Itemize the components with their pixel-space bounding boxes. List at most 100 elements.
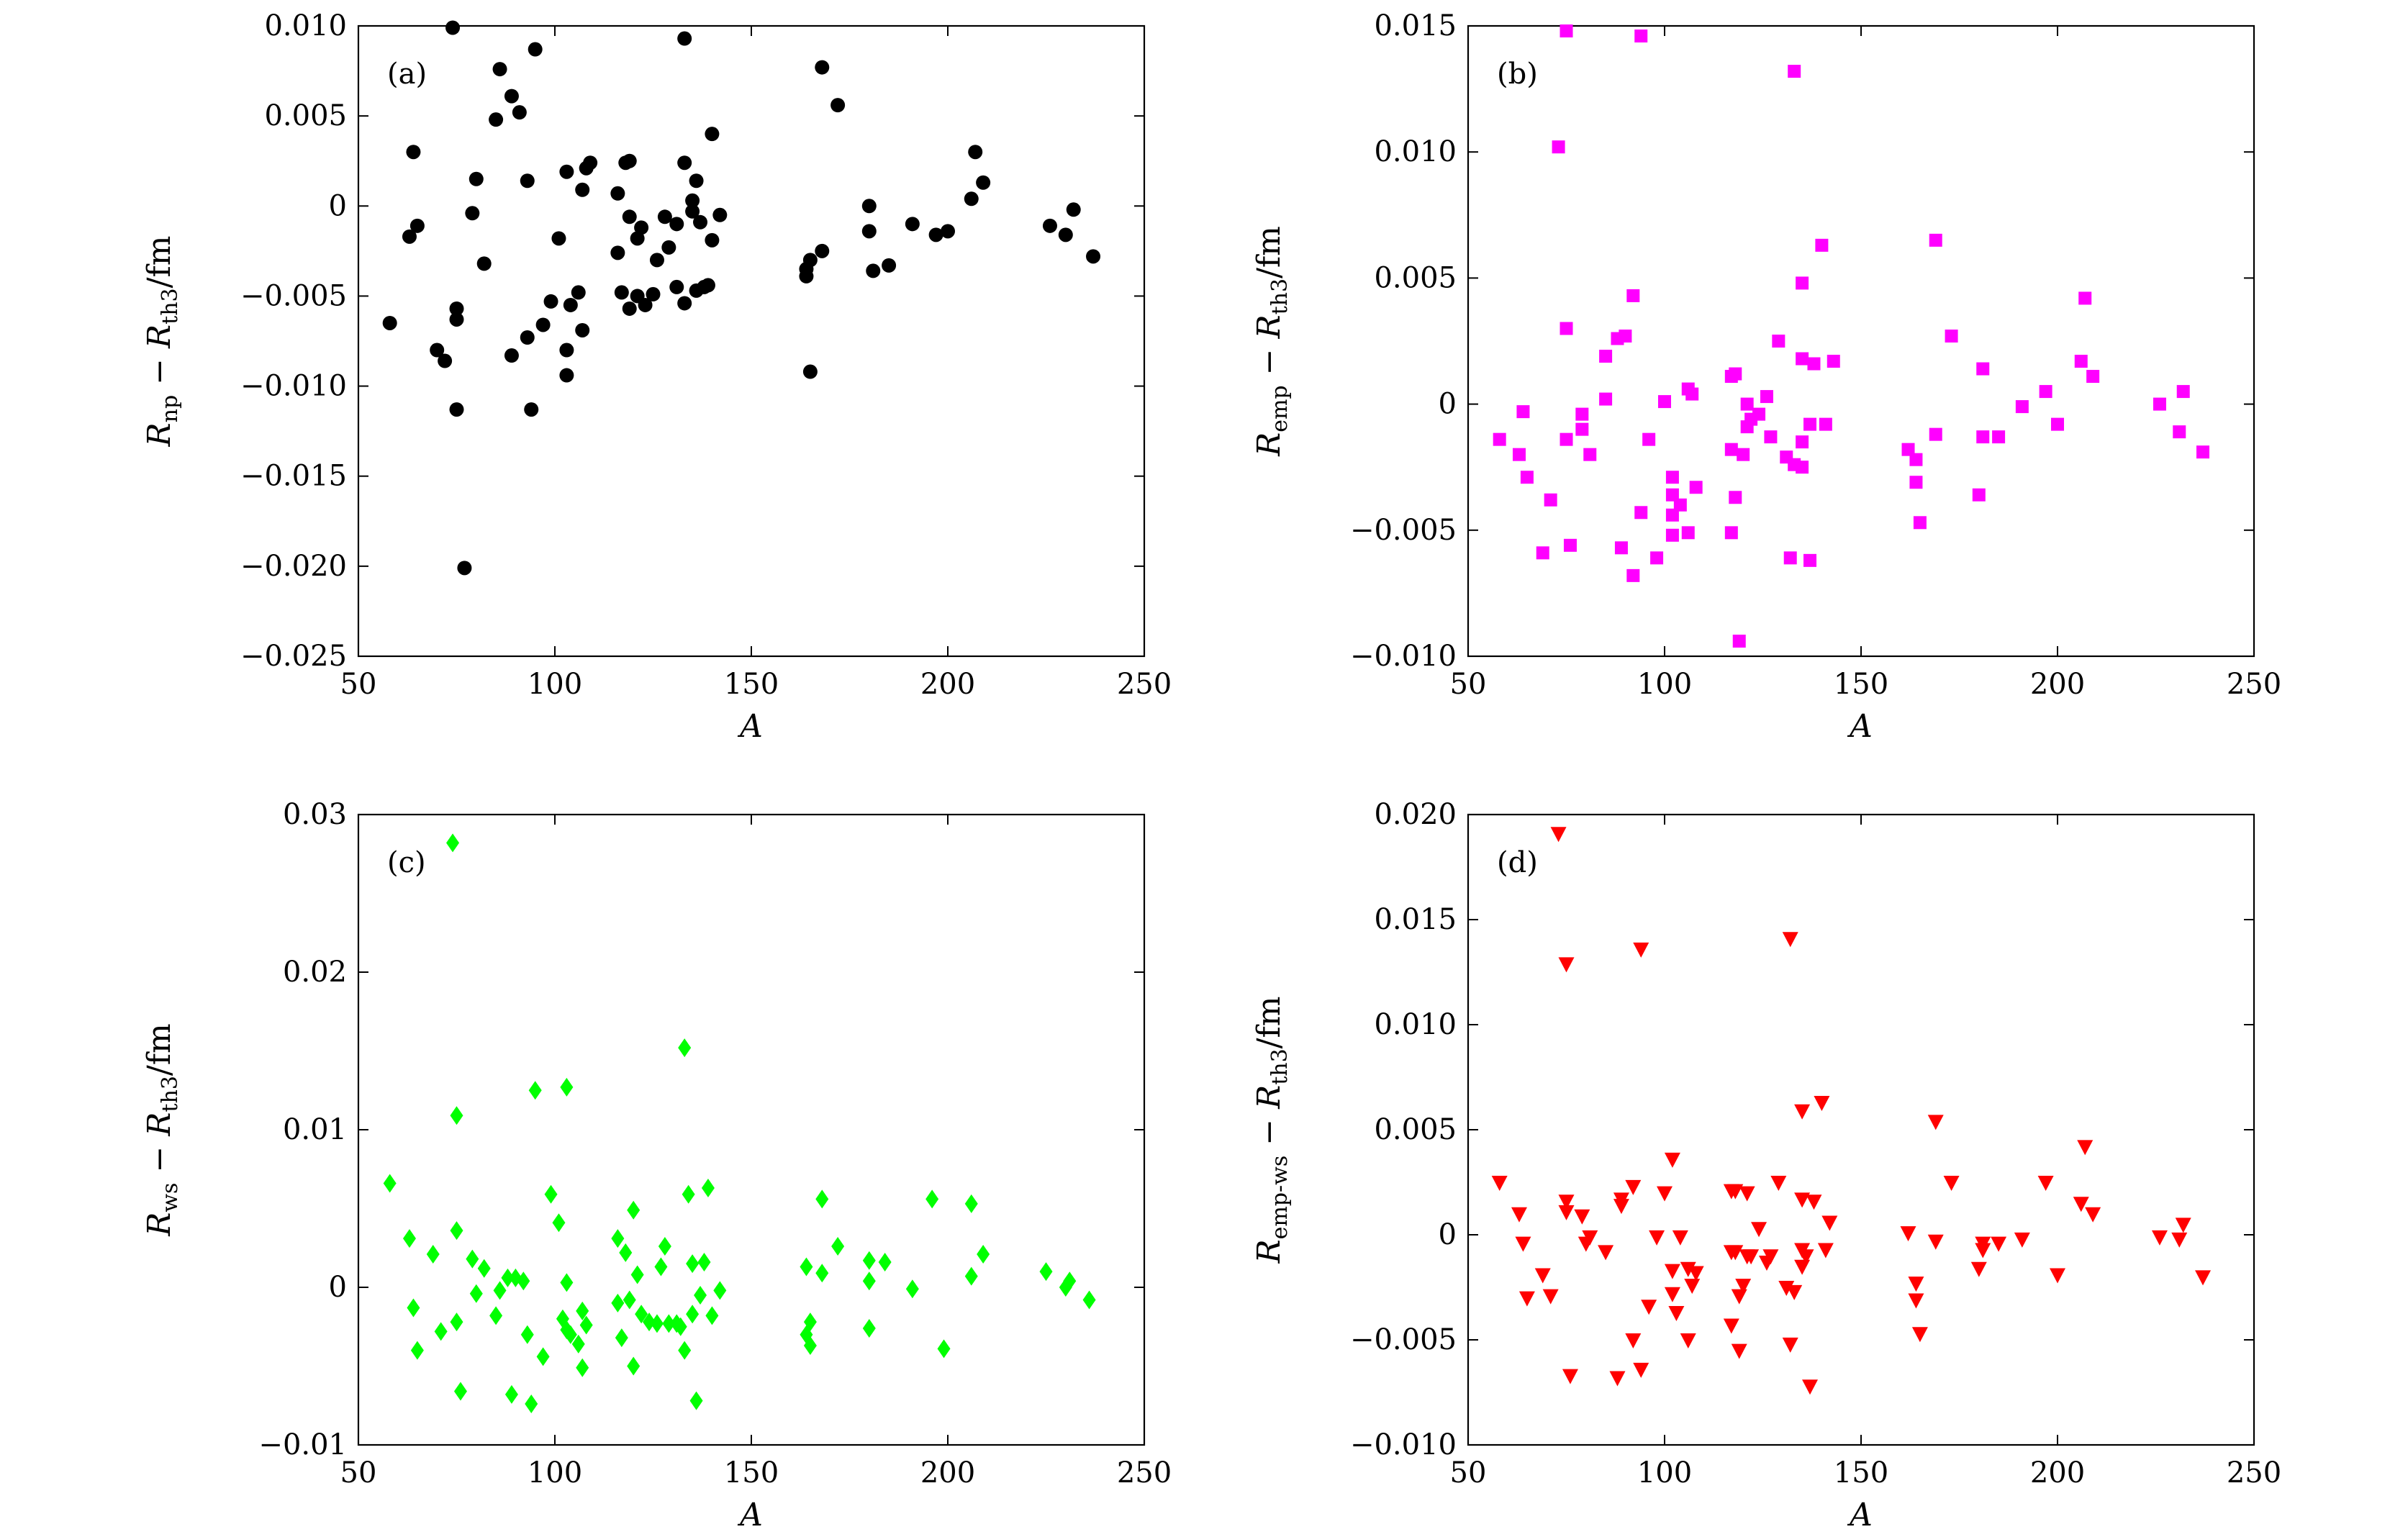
data-point bbox=[563, 297, 578, 312]
data-point bbox=[1815, 238, 1829, 252]
data-point bbox=[1913, 516, 1927, 530]
data-point bbox=[1664, 1264, 1680, 1279]
data-point bbox=[1544, 493, 1557, 507]
data-point bbox=[528, 42, 543, 57]
data-point bbox=[1807, 357, 1821, 371]
data-point bbox=[1658, 395, 1671, 409]
data-point bbox=[1058, 227, 1073, 242]
x-tick-label: 200 bbox=[2030, 1456, 2085, 1490]
data-point bbox=[544, 1184, 558, 1204]
data-point bbox=[520, 330, 535, 345]
data-point bbox=[1633, 942, 1649, 958]
data-point bbox=[1633, 1362, 1649, 1378]
data-point bbox=[1575, 422, 1589, 436]
data-point bbox=[976, 175, 991, 190]
data-point bbox=[504, 348, 519, 363]
data-point bbox=[682, 1184, 695, 1204]
y-axis-title: Rws − Rth3/fm bbox=[141, 1023, 183, 1237]
data-point bbox=[1491, 1176, 1508, 1191]
data-point bbox=[1668, 1306, 1685, 1322]
x-tick-label: 100 bbox=[528, 1456, 582, 1490]
x-tick-label: 50 bbox=[1450, 1456, 1487, 1490]
data-point bbox=[2196, 445, 2210, 459]
data-point bbox=[1684, 1279, 1701, 1295]
data-point bbox=[1560, 322, 1573, 335]
y-tick-label: 0.03 bbox=[283, 798, 347, 831]
data-point bbox=[1515, 1236, 1531, 1252]
data-point bbox=[469, 171, 484, 186]
data-point bbox=[1574, 1209, 1590, 1225]
data-point bbox=[402, 229, 417, 244]
data-point bbox=[1751, 1222, 1767, 1238]
data-point bbox=[1991, 1236, 2007, 1252]
data-point bbox=[862, 1271, 876, 1291]
data-point bbox=[1927, 1115, 1944, 1130]
y-axis-title: Remp − Rth3/fm bbox=[1251, 226, 1293, 457]
data-point bbox=[2078, 291, 2092, 305]
x-axis-title: A bbox=[737, 708, 763, 745]
data-point bbox=[551, 231, 566, 246]
data-point bbox=[677, 31, 692, 46]
data-point bbox=[1688, 1266, 1704, 1282]
x-tick-label: 100 bbox=[1637, 1456, 1692, 1490]
data-point bbox=[1976, 362, 1990, 376]
data-point bbox=[1732, 634, 1746, 648]
data-point bbox=[713, 1281, 727, 1300]
data-point bbox=[1609, 1371, 1626, 1387]
data-point bbox=[438, 353, 453, 368]
data-point bbox=[1929, 427, 1942, 441]
data-point bbox=[968, 145, 983, 160]
data-point bbox=[576, 1301, 589, 1320]
y-axis-title-main2: R bbox=[141, 325, 178, 349]
y-axis-title-sub2: th3 bbox=[1267, 278, 1293, 314]
data-point bbox=[831, 1237, 845, 1256]
data-point bbox=[1786, 1284, 1803, 1300]
data-point bbox=[1562, 1369, 1578, 1384]
y-tick-label: −0.015 bbox=[240, 460, 347, 493]
panel-c: 50 100 150 200 250 −0.01 0 0.01 0.02 0.03 (c) A Rws … bbox=[141, 798, 1172, 1533]
data-point bbox=[685, 204, 700, 219]
y-tick-label: 0.010 bbox=[1374, 135, 1457, 168]
data-point bbox=[1550, 827, 1567, 843]
data-point bbox=[560, 1077, 574, 1097]
data-point bbox=[1817, 1243, 1834, 1259]
data-point bbox=[611, 1293, 625, 1312]
data-point bbox=[409, 218, 425, 233]
data-point bbox=[1901, 443, 1915, 456]
data-point bbox=[861, 199, 877, 214]
y-axis-title-sub2: th3 bbox=[158, 288, 183, 324]
data-point bbox=[964, 1266, 978, 1286]
data-point bbox=[1563, 538, 1577, 552]
data-point bbox=[1908, 1293, 1924, 1309]
data-point bbox=[466, 1249, 479, 1269]
data-point bbox=[1796, 435, 1809, 449]
data-point bbox=[861, 224, 877, 239]
y-axis-title-main: R bbox=[141, 1212, 178, 1237]
data-point bbox=[623, 1290, 636, 1310]
data-point bbox=[426, 1245, 440, 1264]
x-tick-label: 150 bbox=[724, 668, 779, 701]
data-point bbox=[1619, 329, 1632, 343]
data-point bbox=[1762, 1249, 1779, 1265]
y-tick-label: 0.005 bbox=[1374, 1113, 1457, 1146]
y-axis-title-sub2: th3 bbox=[158, 1076, 183, 1112]
data-point bbox=[2086, 370, 2100, 384]
data-point bbox=[1739, 1186, 1755, 1202]
y-axis-title-sub1: emp-ws bbox=[1267, 1156, 1293, 1240]
data-point bbox=[382, 315, 397, 330]
data-point bbox=[678, 1341, 692, 1360]
data-point bbox=[694, 1285, 707, 1305]
data-point bbox=[705, 127, 720, 142]
x-tick-label: 250 bbox=[1117, 668, 1172, 701]
data-point bbox=[1672, 1230, 1688, 1246]
y-tick-label: −0.005 bbox=[1350, 514, 1457, 547]
data-point bbox=[1665, 508, 1679, 522]
data-point bbox=[803, 1336, 817, 1356]
y-axis-title-main2: R bbox=[1251, 1085, 1287, 1110]
data-point bbox=[2014, 1232, 2030, 1248]
y-axis-title: Rnp − Rth3/fm bbox=[141, 236, 183, 448]
data-point bbox=[2171, 1232, 2188, 1248]
data-point bbox=[543, 294, 558, 309]
data-point bbox=[1642, 432, 1656, 446]
